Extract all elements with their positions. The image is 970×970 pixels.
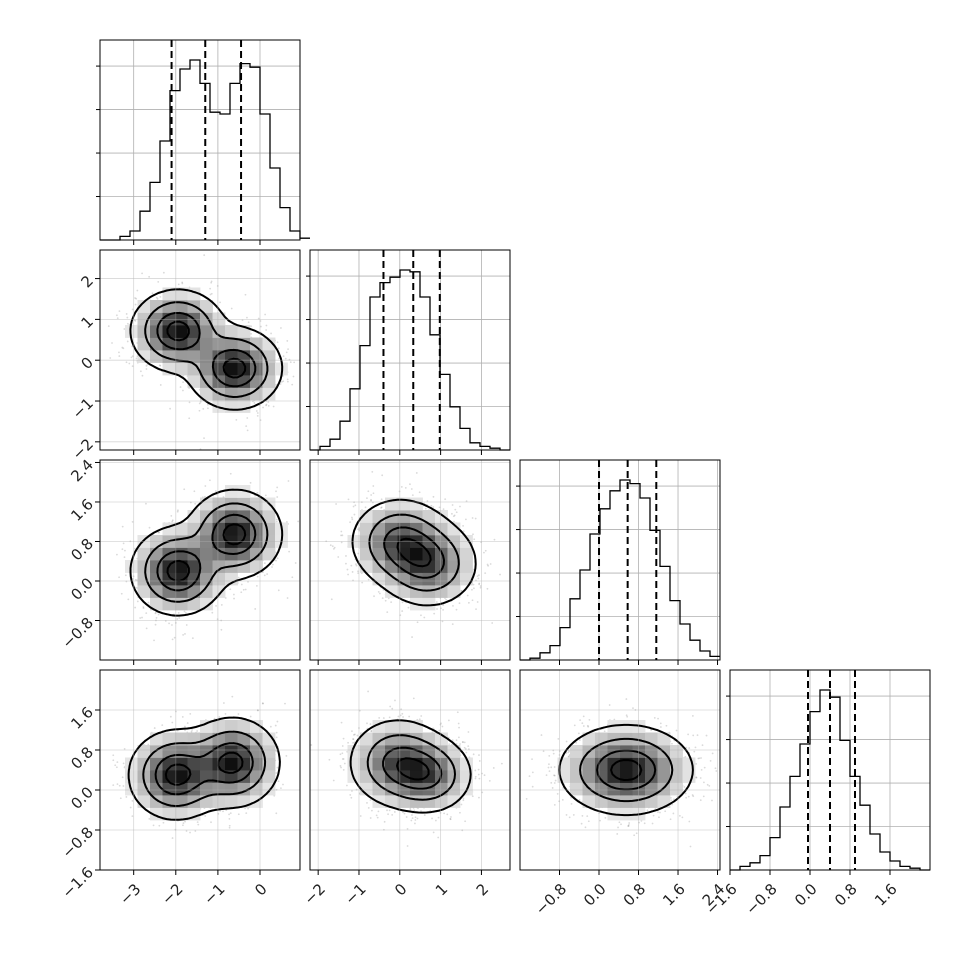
panel-frame [309, 249, 511, 451]
x-tick-label: −1.6 [702, 880, 740, 918]
scatter-panel-2-1 [309, 459, 511, 661]
density-shading [347, 497, 473, 611]
x-tick-label: −3 [116, 880, 144, 908]
contour-line [368, 513, 460, 592]
y-tick-label: 1.6 [67, 703, 97, 733]
density-contours [129, 488, 284, 617]
contour-line [349, 719, 472, 814]
panel-frame [99, 669, 301, 871]
x-tick-label: 1.6 [871, 880, 901, 910]
x-tick-label: −1 [200, 880, 228, 908]
density-shading [125, 485, 288, 611]
density-contours [351, 498, 477, 607]
histogram-step-line [100, 59, 310, 241]
hist-panel-1 [306, 249, 511, 451]
hist-panel-2 [516, 459, 721, 661]
density-contours [129, 288, 284, 411]
hist-panel-0 [96, 39, 310, 241]
panel-frame [309, 459, 511, 661]
y-tick-label: 0.0 [67, 783, 97, 813]
contour-line [558, 723, 694, 817]
y-tick-label: 0.8 [67, 743, 97, 773]
x-tick-label: −0.8 [532, 880, 570, 918]
y-tick-label: 0.8 [67, 535, 97, 565]
scatter-panel-2-0 [99, 459, 301, 661]
y-tick-label: 1.6 [67, 495, 97, 525]
contour-line [382, 746, 443, 790]
panel-frame [729, 669, 931, 871]
x-tick-label: 0.8 [620, 880, 650, 910]
panel-frame [99, 249, 301, 451]
y-tick-label: 0.0 [67, 574, 97, 604]
y-tick-label: 1 [78, 313, 97, 332]
contour-line [142, 730, 267, 807]
panel-frame [309, 669, 511, 871]
contour-line [596, 749, 657, 791]
x-tick-label: 2 [473, 880, 492, 899]
y-tick-label: 0 [78, 353, 97, 372]
scatter-panel-3-0 [99, 669, 301, 871]
y-tick-label: −1.6 [59, 863, 97, 901]
density-shading [557, 720, 696, 821]
scatter-panel-3-1 [309, 669, 511, 871]
x-tick-label: 0.0 [791, 880, 821, 910]
x-tick-label: 0 [251, 880, 270, 899]
x-tick-label: 0 [391, 880, 410, 899]
panel-frame [99, 459, 301, 661]
panel-frame [519, 669, 721, 871]
contour-line [127, 716, 281, 821]
x-tick-label: −0.8 [742, 880, 780, 918]
density-shading [125, 720, 276, 821]
y-tick-label: −0.8 [59, 823, 97, 861]
y-tick-label: −1 [69, 394, 97, 422]
scatter-panel-3-2 [519, 669, 721, 871]
panel-frame [99, 39, 301, 241]
contour-line [156, 311, 257, 388]
x-tick-label: −2 [301, 880, 329, 908]
panel-frame [519, 459, 721, 661]
histogram-step-line [310, 269, 510, 451]
x-tick-label: 0.0 [580, 880, 610, 910]
density-shading [125, 287, 288, 413]
density-contours [349, 719, 472, 814]
hist-panel-3 [726, 669, 931, 871]
y-tick-label: 2 [78, 272, 97, 291]
x-tick-label: −2 [158, 880, 186, 908]
contour-line [383, 526, 445, 579]
x-tick-label: 1 [432, 880, 451, 899]
density-contours [127, 716, 281, 821]
x-tick-label: −1 [341, 880, 369, 908]
y-tick-label: −0.8 [59, 614, 97, 652]
contour-line [144, 502, 269, 603]
contour-line [396, 537, 432, 568]
x-tick-label: 1.6 [659, 880, 689, 910]
contour-line [164, 751, 244, 786]
contour-line [156, 513, 257, 592]
y-tick-label: 2.4 [67, 456, 97, 486]
contour-line [129, 488, 284, 617]
x-tick-label: 0.8 [831, 880, 861, 910]
contour-line [144, 301, 269, 398]
scatter-panel-1-0 [99, 249, 301, 451]
contour-line [366, 734, 456, 801]
histogram-step-line [520, 479, 720, 661]
